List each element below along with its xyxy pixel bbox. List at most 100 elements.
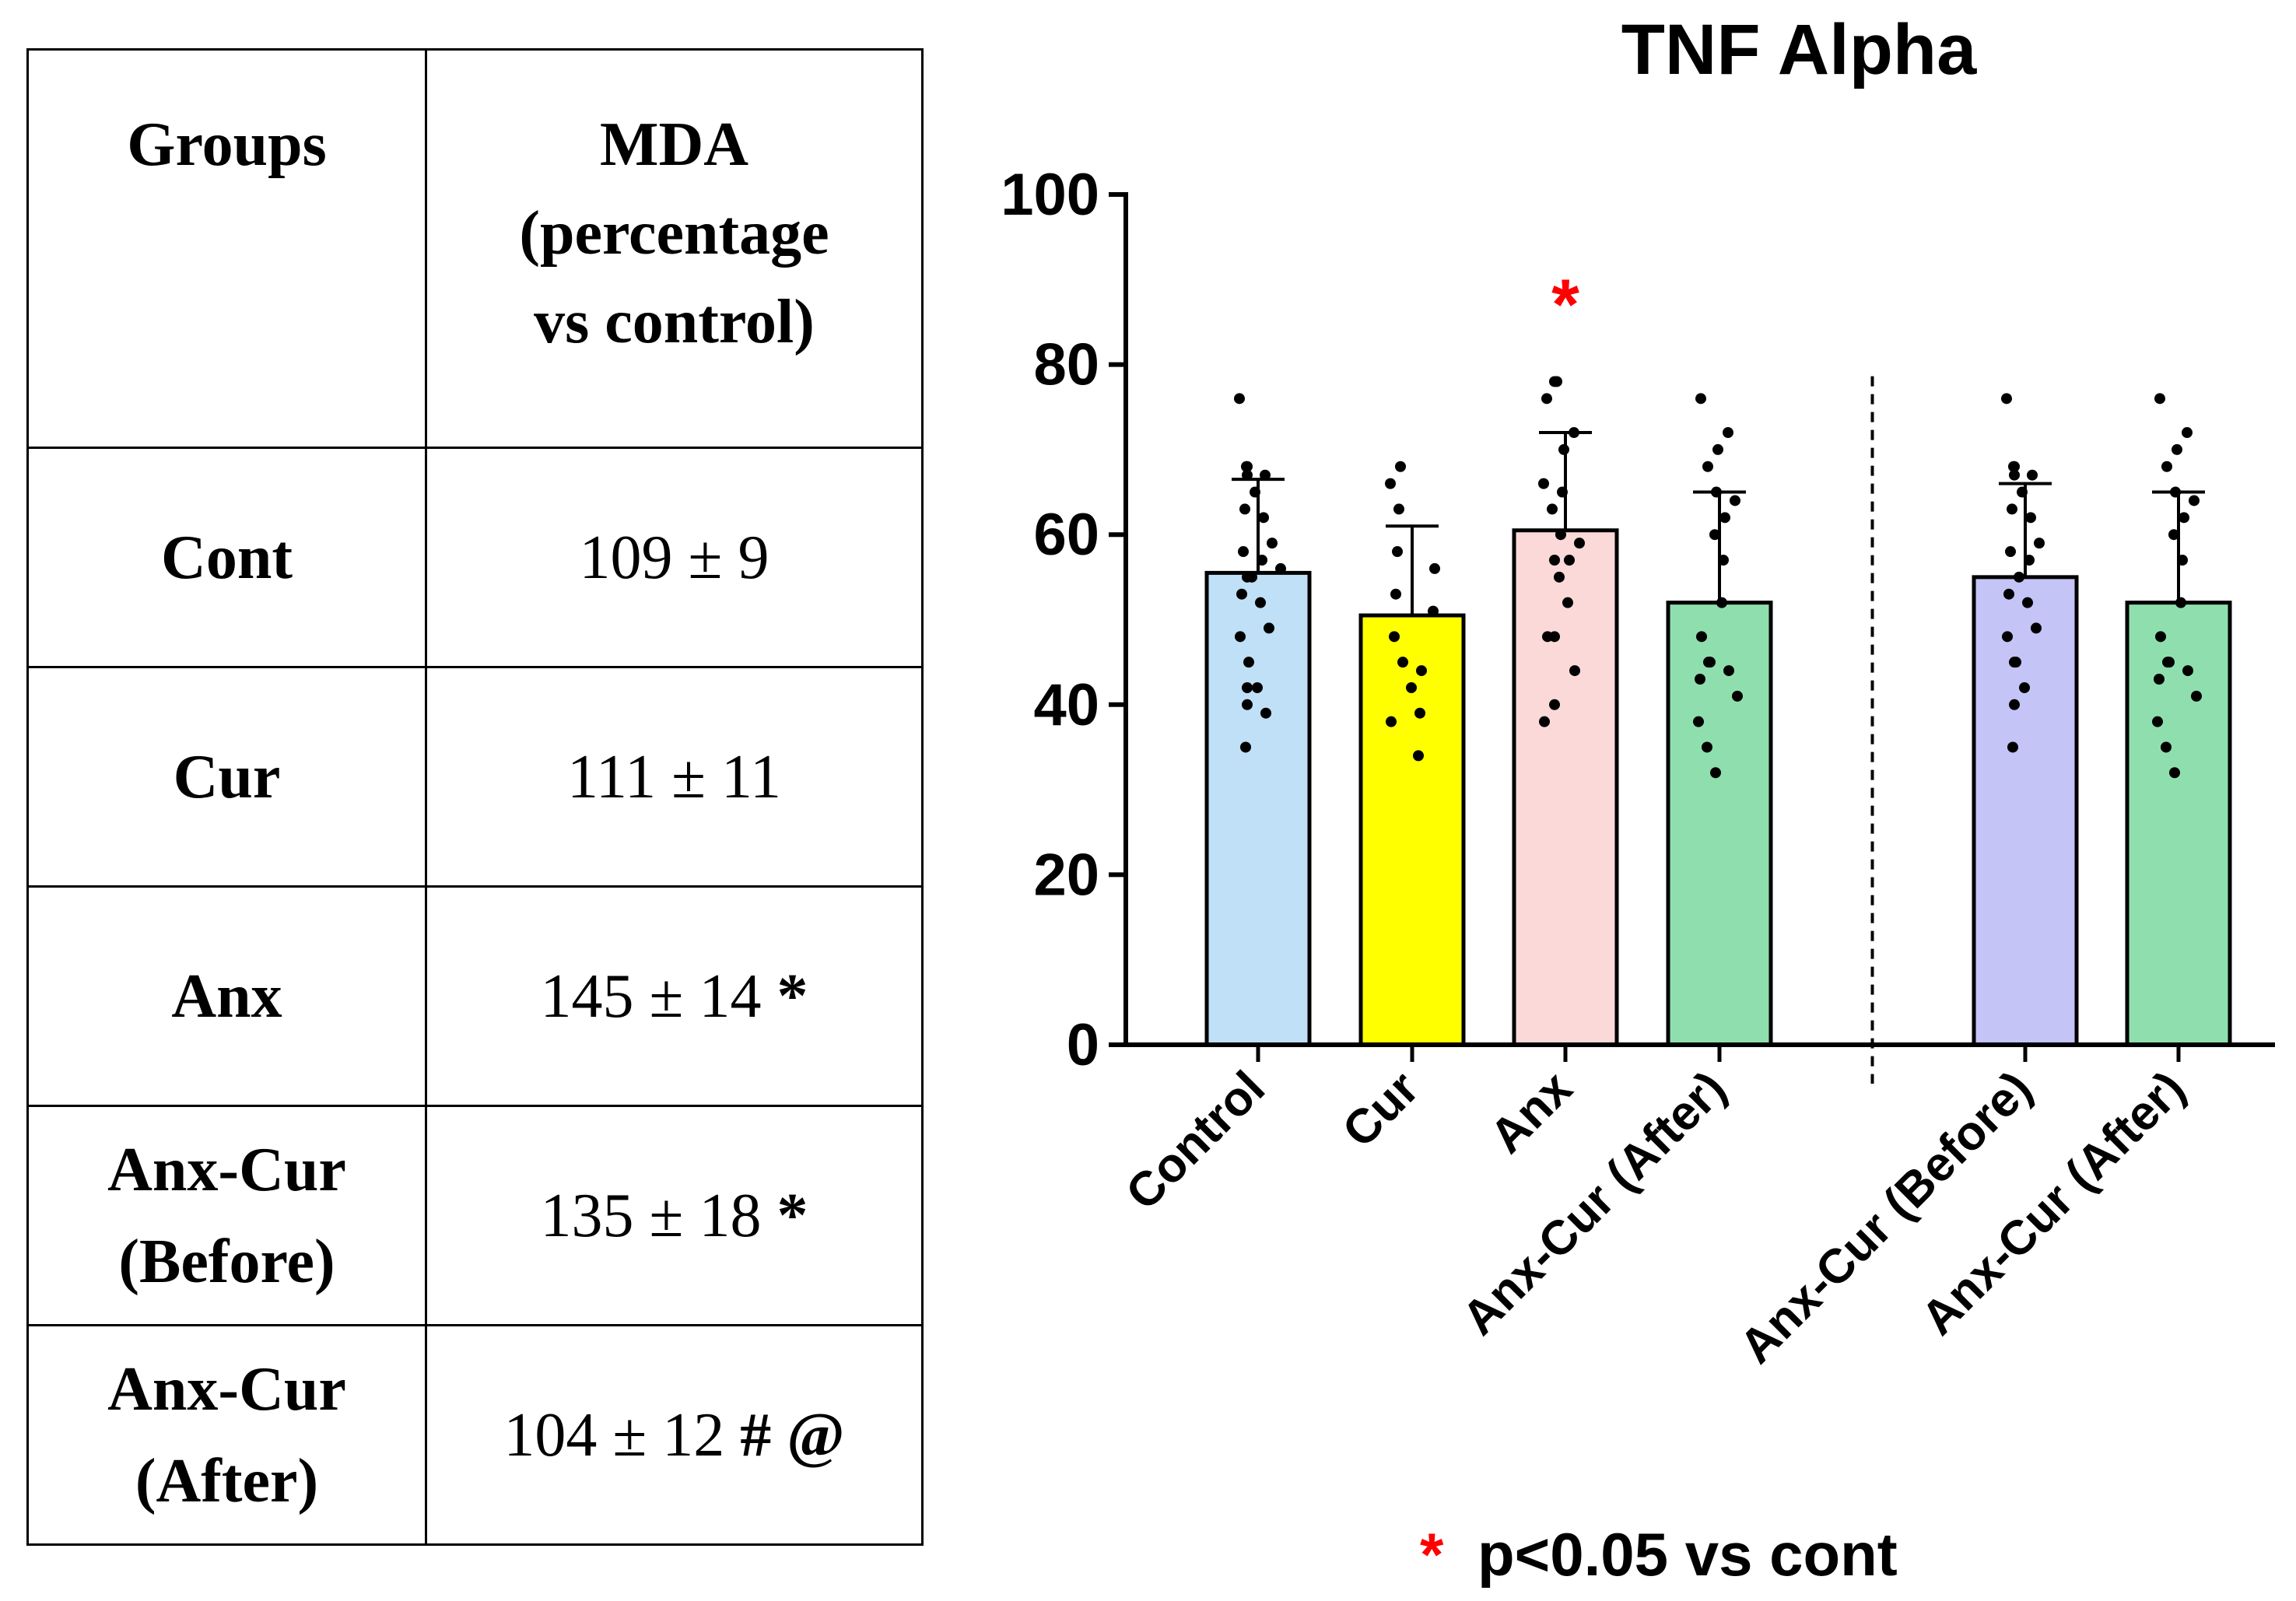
data-point [1723, 665, 1734, 677]
data-point [1242, 461, 1253, 472]
group-label: Anx [171, 962, 282, 1031]
data-point [1393, 503, 1404, 515]
data-point [2177, 554, 2188, 566]
significance-mark: * [776, 962, 808, 1031]
significance-asterisk: * [1551, 265, 1579, 345]
significance-mark: # @ [740, 1400, 845, 1470]
data-point [2182, 665, 2193, 677]
footnote-symbol: * [1420, 1520, 1444, 1589]
mda-value-cell: 104 ± 12 # @ [425, 1324, 924, 1546]
data-point [1258, 512, 1269, 524]
data-point [1240, 741, 1251, 753]
groups-header: Groups [26, 48, 427, 449]
table-row: Anx 145 ± 14 * [26, 885, 924, 1107]
group-label: Cont [161, 523, 293, 592]
data-point [1564, 554, 1575, 566]
data-point [1696, 631, 1707, 643]
data-point [1547, 503, 1558, 515]
data-point [2014, 571, 2024, 583]
bar [2125, 601, 2232, 1047]
data-point [1574, 538, 1585, 549]
data-point [1538, 478, 1549, 489]
table-row: Anx-Cur (After) 104 ± 12 # @ [26, 1324, 924, 1546]
x-tick-label: Anx-Cur (After) [1453, 1061, 1737, 1345]
data-point [2175, 597, 2186, 608]
data-point [1723, 427, 1733, 439]
data-point [2009, 657, 2020, 668]
data-point [2189, 495, 2200, 506]
mda-value-cell: 111 ± 11 [425, 666, 924, 888]
data-point [2152, 716, 2163, 727]
data-point [1541, 393, 1552, 405]
data-point [2154, 393, 2165, 405]
data-point [1392, 546, 1403, 558]
y-tick-label: 20 [1033, 842, 1099, 908]
data-point [2172, 443, 2182, 455]
data-point [1239, 503, 1250, 515]
data-point [1406, 681, 1417, 693]
data-point [1264, 622, 1274, 634]
data-point [2002, 631, 2013, 643]
x-tick-label: Anx [1480, 1061, 1583, 1164]
table-row: Cont 109 ± 9 [26, 447, 924, 668]
group-cell: Cur [26, 666, 427, 888]
data-point [1695, 393, 1706, 405]
data-point [2191, 690, 2202, 702]
data-point [2169, 767, 2180, 779]
data-point [1555, 529, 1566, 541]
data-point [2182, 427, 2193, 439]
chart-title: TNF Alpha [1621, 10, 1977, 89]
data-point [1702, 741, 1712, 753]
mda-value: 104 ± 12 [503, 1400, 725, 1470]
y-tick-label: 100 [1001, 162, 1099, 228]
mda-header-line: MDA [599, 110, 749, 179]
data-point [1711, 486, 1722, 498]
data-point [2031, 622, 2042, 634]
x-tick-label: Anx-Cur (Before) [1730, 1061, 2042, 1374]
table-row: Cur 111 ± 11 [26, 666, 924, 888]
data-point [1390, 588, 1401, 600]
bar [1204, 570, 1312, 1047]
data-point [1252, 681, 1263, 693]
data-point [1569, 427, 1579, 439]
data-point [1549, 699, 1560, 710]
data-point [1557, 486, 1568, 498]
footnote-text: p<0.05 vs cont [1478, 1520, 1898, 1589]
data-point [2162, 657, 2173, 668]
data-point [1709, 529, 1720, 541]
mda-value: 145 ± 14 [540, 962, 762, 1031]
data-point [1554, 571, 1565, 583]
data-point [2027, 469, 2038, 481]
data-point [1558, 443, 1569, 455]
data-point [1716, 597, 1727, 608]
x-tick-label: Anx-Cur (After) [1912, 1061, 2196, 1345]
mda-header-line: vs control) [534, 288, 815, 356]
group-label: Cur [173, 742, 281, 811]
data-point [2009, 469, 2020, 481]
group-cell: Anx-Cur (After) [26, 1324, 427, 1546]
mda-value-cell: 135 ± 18 * [425, 1105, 924, 1326]
data-point [1730, 495, 1740, 506]
data-point [1234, 393, 1245, 405]
data-point [1267, 538, 1278, 549]
data-point [1416, 665, 1427, 677]
data-point [1386, 716, 1397, 727]
data-point [2179, 512, 2189, 524]
mda-header-line: (percentage [519, 199, 829, 268]
data-point [2001, 393, 2012, 405]
group-cell: Anx-Cur (Before) [26, 1105, 427, 1326]
group-label: Anx-Cur [107, 1135, 346, 1204]
data-point [2034, 538, 2045, 549]
data-point [2155, 631, 2166, 643]
data-point [1693, 716, 1704, 727]
mda-table-body: Groups MDA (percentage vs control) Cont 1… [26, 48, 924, 1546]
x-tick-label: Control [1116, 1061, 1275, 1221]
data-point [1397, 657, 1408, 668]
bar [1358, 613, 1466, 1047]
data-point [1250, 486, 1260, 498]
chart-footnote: * p<0.05 vs cont [1420, 1520, 1898, 1589]
data-point [1569, 665, 1580, 677]
y-tick-label: 40 [1033, 672, 1099, 738]
